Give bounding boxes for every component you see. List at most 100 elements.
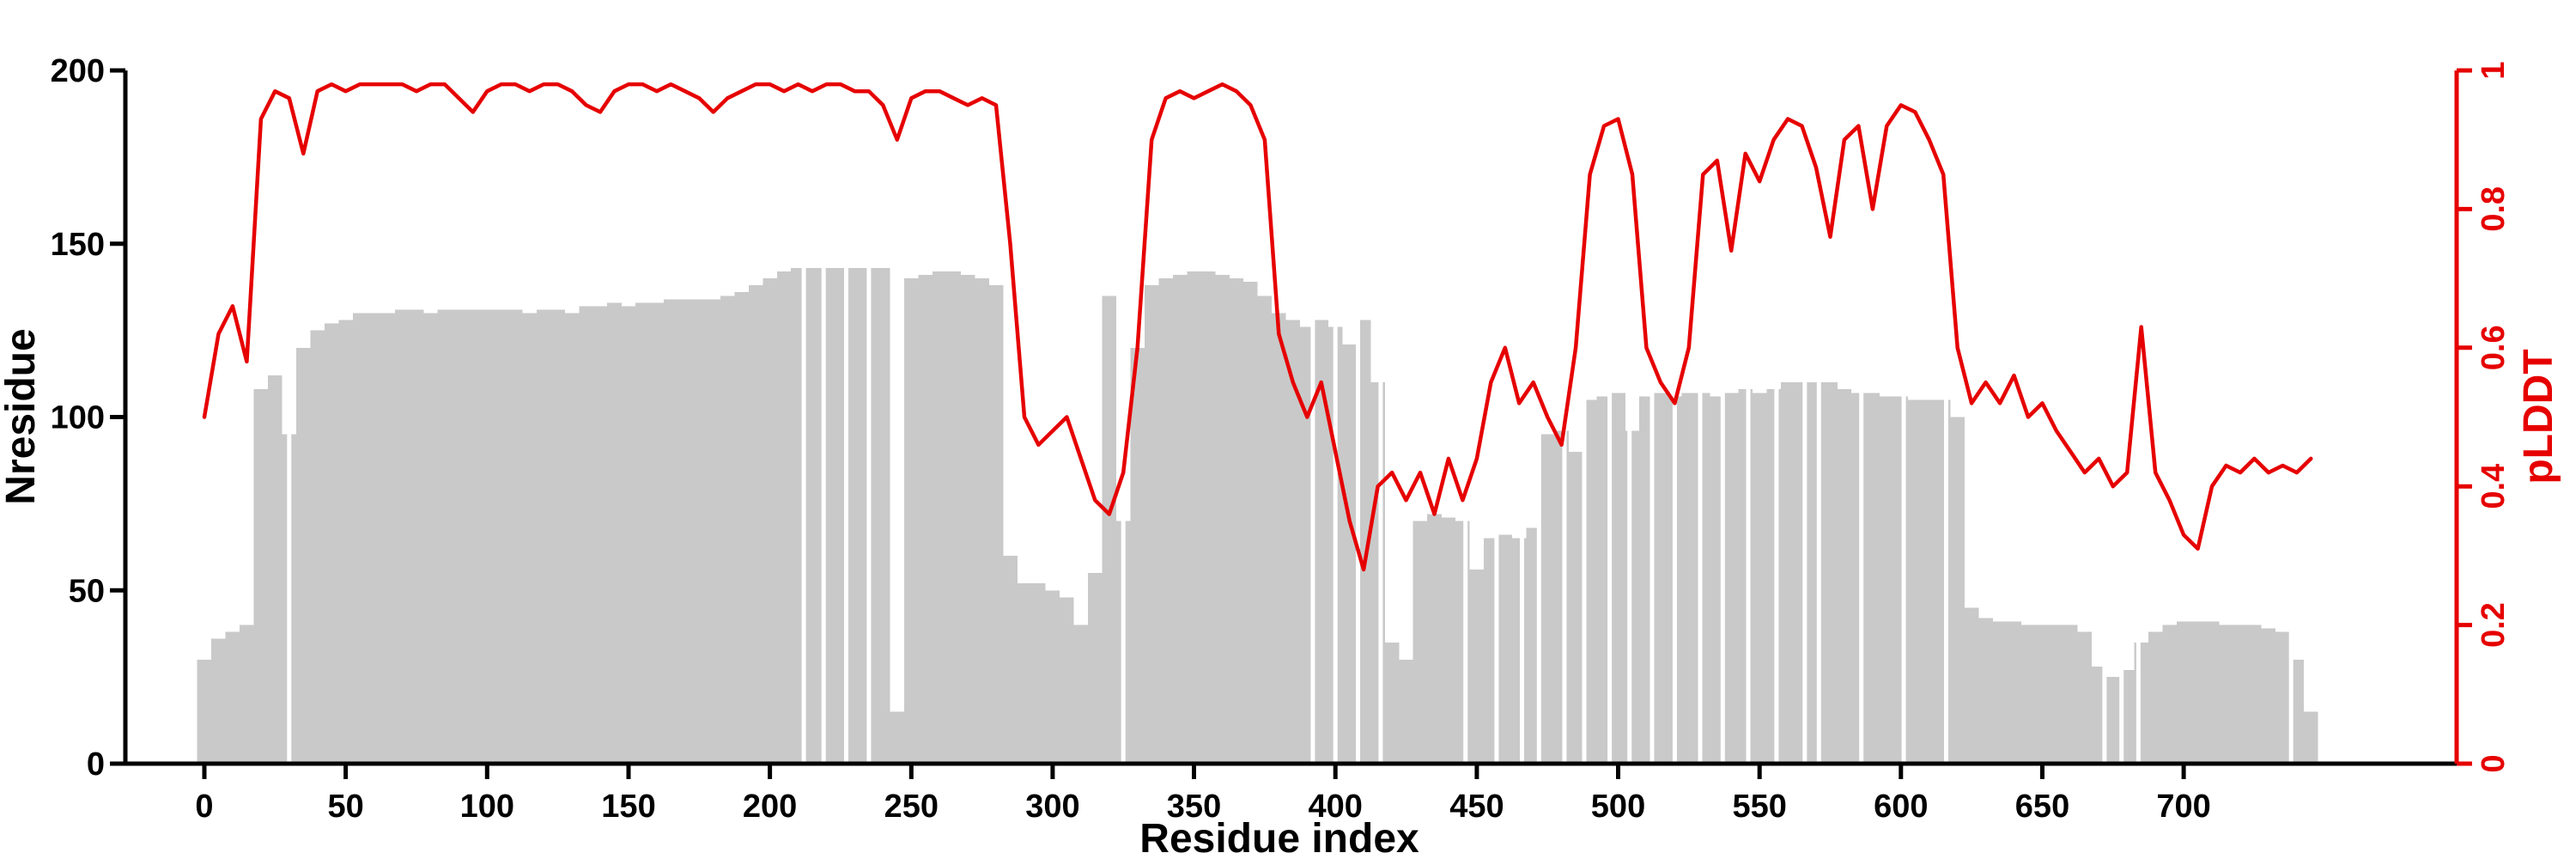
bar	[2261, 628, 2276, 764]
bar	[2233, 624, 2248, 764]
bar	[1935, 399, 1951, 764]
bar	[1243, 282, 1258, 765]
bar-gap	[1310, 254, 1315, 763]
y-left-tick-label: 100	[51, 400, 105, 436]
bar	[1908, 399, 1923, 764]
bar	[890, 711, 905, 764]
bar	[748, 285, 763, 764]
bar	[1568, 451, 1583, 764]
bar	[367, 313, 381, 764]
bar	[1427, 514, 1442, 764]
bar-gap	[1944, 254, 1948, 763]
y-right-tick-label: 0.8	[2476, 186, 2512, 232]
bar	[197, 660, 212, 764]
bar	[2020, 624, 2036, 764]
bar-gap	[1582, 254, 1587, 763]
bar	[1851, 393, 1866, 764]
bar	[2275, 631, 2290, 764]
bar-gap	[1333, 254, 1338, 763]
bar-gap	[1746, 254, 1751, 763]
y-left-tick-label: 0	[87, 746, 105, 783]
bar	[1696, 393, 1710, 764]
bar	[1200, 271, 1216, 764]
bar	[296, 347, 311, 764]
x-tick-label: 250	[884, 789, 939, 825]
bar-gap	[801, 254, 806, 763]
bar	[1865, 393, 1880, 764]
x-tick-label: 600	[1874, 789, 1928, 825]
bar	[607, 302, 622, 764]
bar	[494, 309, 509, 764]
bar-gap	[2288, 254, 2293, 763]
bar	[1172, 275, 1188, 765]
bar	[1511, 538, 1527, 764]
bar	[324, 323, 339, 765]
bar	[1498, 534, 1513, 764]
bar	[1738, 389, 1753, 764]
plddt-line	[202, 82, 2313, 572]
x-tick-label: 550	[1732, 789, 1786, 825]
x-tick-label: 500	[1591, 789, 1645, 825]
bar	[240, 624, 254, 764]
bar	[2063, 624, 2078, 764]
bar	[409, 309, 424, 764]
bar-gap	[866, 254, 872, 763]
bar-gap	[1494, 254, 1499, 763]
bar	[960, 275, 975, 765]
bar	[720, 295, 735, 764]
bar	[579, 306, 593, 764]
bar-gap	[1802, 254, 1807, 763]
bar-gap	[1562, 254, 1567, 763]
bar	[1073, 624, 1089, 764]
bar	[1611, 393, 1625, 764]
bar	[2190, 621, 2205, 764]
bar	[253, 389, 269, 764]
bar	[1823, 382, 1838, 764]
bar	[1752, 393, 1767, 764]
bar	[592, 306, 608, 764]
bar	[805, 268, 820, 764]
bar-gap	[1536, 254, 1541, 763]
bar-gap	[1698, 254, 1703, 763]
bar-gap	[2102, 254, 2107, 763]
bar	[1187, 271, 1201, 764]
x-tick-label: 200	[743, 789, 797, 825]
bar-gap	[1649, 254, 1655, 763]
bar	[692, 299, 707, 764]
y-right-tick-label: 1	[2476, 61, 2512, 79]
bar	[1399, 660, 1413, 764]
bar	[423, 313, 438, 764]
bar	[1469, 570, 1485, 764]
bar	[1880, 396, 1894, 764]
bar	[1257, 295, 1273, 764]
bar	[2219, 624, 2233, 764]
x-axis-title: Residue index	[1139, 816, 1419, 859]
bar	[1978, 618, 1993, 764]
bar-gap	[1672, 254, 1677, 763]
bar	[480, 309, 495, 764]
bar	[918, 275, 933, 765]
y-left-axis-title: Nresidue	[0, 328, 44, 504]
bar	[1723, 393, 1739, 764]
bar	[1285, 320, 1301, 764]
bar	[2304, 711, 2318, 764]
bar	[2148, 631, 2163, 764]
bar	[536, 309, 551, 764]
bar	[2007, 621, 2021, 764]
x-tick-label: 700	[2156, 789, 2210, 825]
bar	[225, 631, 240, 764]
bar-gap	[1627, 254, 1632, 763]
bar	[522, 313, 537, 764]
bar	[352, 313, 368, 764]
bar	[677, 299, 693, 764]
bar	[1766, 389, 1781, 764]
x-tick-label: 150	[601, 789, 655, 825]
bar	[635, 302, 650, 764]
bar	[1653, 393, 1668, 764]
bar	[946, 271, 961, 764]
bar	[904, 278, 919, 765]
bar	[310, 330, 325, 764]
x-tick-label: 400	[1308, 789, 1362, 825]
bar	[2049, 624, 2064, 764]
bar	[1102, 295, 1117, 764]
